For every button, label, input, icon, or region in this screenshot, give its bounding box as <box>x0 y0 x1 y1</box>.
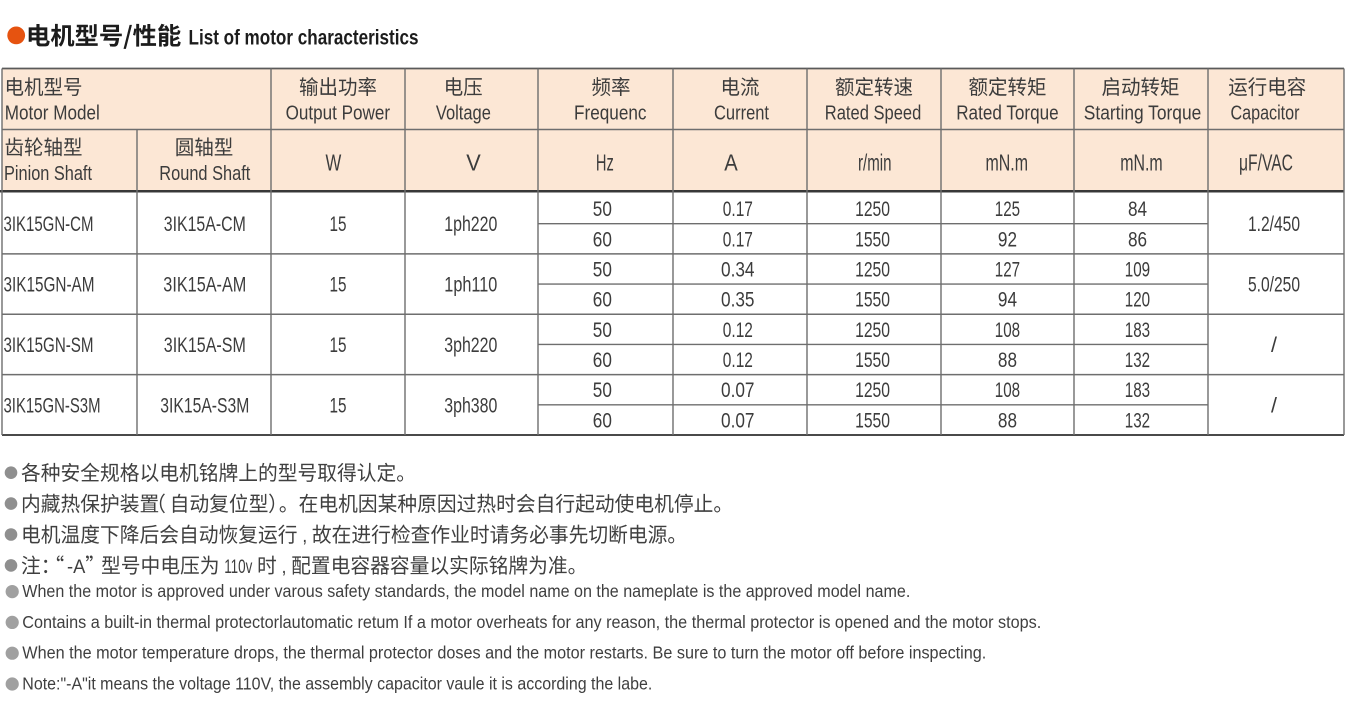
svg-text:60: 60 <box>593 288 612 312</box>
svg-text:15: 15 <box>330 212 347 236</box>
svg-text:W: W <box>326 149 342 175</box>
svg-text:0.17: 0.17 <box>723 227 753 251</box>
svg-text:132: 132 <box>1125 348 1150 372</box>
svg-text:0.07: 0.07 <box>721 408 755 432</box>
svg-text:1550: 1550 <box>855 408 890 432</box>
svg-text:V: V <box>466 149 481 175</box>
svg-text:Capacitor: Capacitor <box>1231 102 1300 124</box>
svg-text:3IK15A-S3M: 3IK15A-S3M <box>160 393 249 417</box>
svg-text:1550: 1550 <box>855 348 890 372</box>
svg-text:3IK15A-AM: 3IK15A-AM <box>163 273 246 297</box>
svg-text:μF/VAC: μF/VAC <box>1239 149 1293 175</box>
svg-text:,: , <box>302 525 307 547</box>
svg-text:Voltage: Voltage <box>436 102 491 124</box>
svg-text:,: , <box>282 556 287 578</box>
svg-text:When the motor temperature dro: When the motor temperature drops, the th… <box>22 643 986 663</box>
svg-text:127: 127 <box>995 258 1020 282</box>
svg-text:0.12: 0.12 <box>723 318 753 342</box>
svg-text:3IK15GN-AM: 3IK15GN-AM <box>4 273 95 297</box>
svg-text:108: 108 <box>995 378 1020 402</box>
svg-text:92: 92 <box>998 227 1017 251</box>
svg-text:1.2/450: 1.2/450 <box>1248 212 1300 236</box>
svg-text:3IK15GN-CM: 3IK15GN-CM <box>4 212 94 236</box>
svg-text:mN.m: mN.m <box>986 149 1029 175</box>
svg-text:50: 50 <box>593 378 612 402</box>
svg-text:1250: 1250 <box>855 378 890 402</box>
svg-text:0.34: 0.34 <box>721 258 755 282</box>
svg-text:Output Power: Output Power <box>286 102 391 124</box>
svg-text:3IK15GN-S3M: 3IK15GN-S3M <box>4 393 101 417</box>
svg-text:60: 60 <box>593 408 612 432</box>
svg-text:Hz: Hz <box>596 149 614 175</box>
svg-text:Note:"-A"it means the voltage: Note:"-A"it means the voltage 110V, the … <box>22 673 652 693</box>
svg-text:Round Shaft: Round Shaft <box>159 163 250 185</box>
svg-text:1550: 1550 <box>855 288 890 312</box>
svg-text:mN.m: mN.m <box>1120 149 1163 175</box>
svg-text:Rated Torque: Rated Torque <box>956 102 1058 124</box>
svg-text:15: 15 <box>330 273 347 297</box>
svg-text:108: 108 <box>995 318 1020 342</box>
svg-text:A: A <box>724 149 738 175</box>
svg-text:1250: 1250 <box>855 258 890 282</box>
svg-text:0.35: 0.35 <box>721 288 755 312</box>
svg-text:Pinion Shaft: Pinion Shaft <box>4 163 92 185</box>
svg-text:5.0/250: 5.0/250 <box>1248 273 1300 297</box>
svg-text:183: 183 <box>1125 378 1150 402</box>
svg-text:3IK15GN-SM: 3IK15GN-SM <box>4 333 94 357</box>
svg-text:Motor Model: Motor Model <box>5 102 100 124</box>
svg-text:Frequenc: Frequenc <box>574 102 647 124</box>
svg-text:1250: 1250 <box>855 197 890 221</box>
svg-text:50: 50 <box>593 197 612 221</box>
svg-text:94: 94 <box>998 288 1017 312</box>
svg-text:Current: Current <box>714 102 769 124</box>
svg-text:r/min: r/min <box>858 149 892 175</box>
svg-text:/: / <box>1271 333 1277 357</box>
svg-text:3ph380: 3ph380 <box>444 393 497 417</box>
svg-text:/: / <box>1271 393 1277 417</box>
svg-text:1250: 1250 <box>855 318 890 342</box>
svg-text:84: 84 <box>1128 197 1147 221</box>
svg-text:When the motor is approved und: When the motor is approved under varous … <box>22 581 910 601</box>
svg-text:Contains a built-in thermal pr: Contains a built-in thermal protectorlau… <box>22 612 1041 632</box>
svg-text:120: 120 <box>1125 288 1150 312</box>
svg-text:1550: 1550 <box>855 227 890 251</box>
svg-text:Rated Speed: Rated Speed <box>825 102 922 124</box>
svg-text:110v: 110v <box>224 556 252 578</box>
svg-text:88: 88 <box>998 348 1017 372</box>
svg-text:109: 109 <box>1125 258 1150 282</box>
svg-text:88: 88 <box>998 408 1017 432</box>
svg-text:3IK15A-CM: 3IK15A-CM <box>164 212 246 236</box>
svg-text:0.07: 0.07 <box>721 378 755 402</box>
svg-text:List of motor characteristics: List of motor characteristics <box>189 26 419 50</box>
svg-text:86: 86 <box>1128 227 1147 251</box>
svg-text:132: 132 <box>1125 408 1150 432</box>
svg-text:Starting Torque: Starting Torque <box>1084 102 1202 124</box>
svg-text:15: 15 <box>330 393 347 417</box>
svg-text:60: 60 <box>593 227 612 251</box>
svg-text:3IK15A-SM: 3IK15A-SM <box>164 333 246 357</box>
svg-text:183: 183 <box>1125 318 1150 342</box>
svg-text:0.12: 0.12 <box>723 348 753 372</box>
svg-text:1ph220: 1ph220 <box>444 212 497 236</box>
svg-text:50: 50 <box>593 258 612 282</box>
svg-text:0.17: 0.17 <box>723 197 753 221</box>
svg-text:15: 15 <box>330 333 347 357</box>
svg-text:125: 125 <box>995 197 1020 221</box>
svg-text:1ph110: 1ph110 <box>444 273 497 297</box>
svg-text:3ph220: 3ph220 <box>444 333 497 357</box>
svg-text:-A: -A <box>67 556 85 578</box>
svg-text:60: 60 <box>593 348 612 372</box>
svg-text:50: 50 <box>593 318 612 342</box>
